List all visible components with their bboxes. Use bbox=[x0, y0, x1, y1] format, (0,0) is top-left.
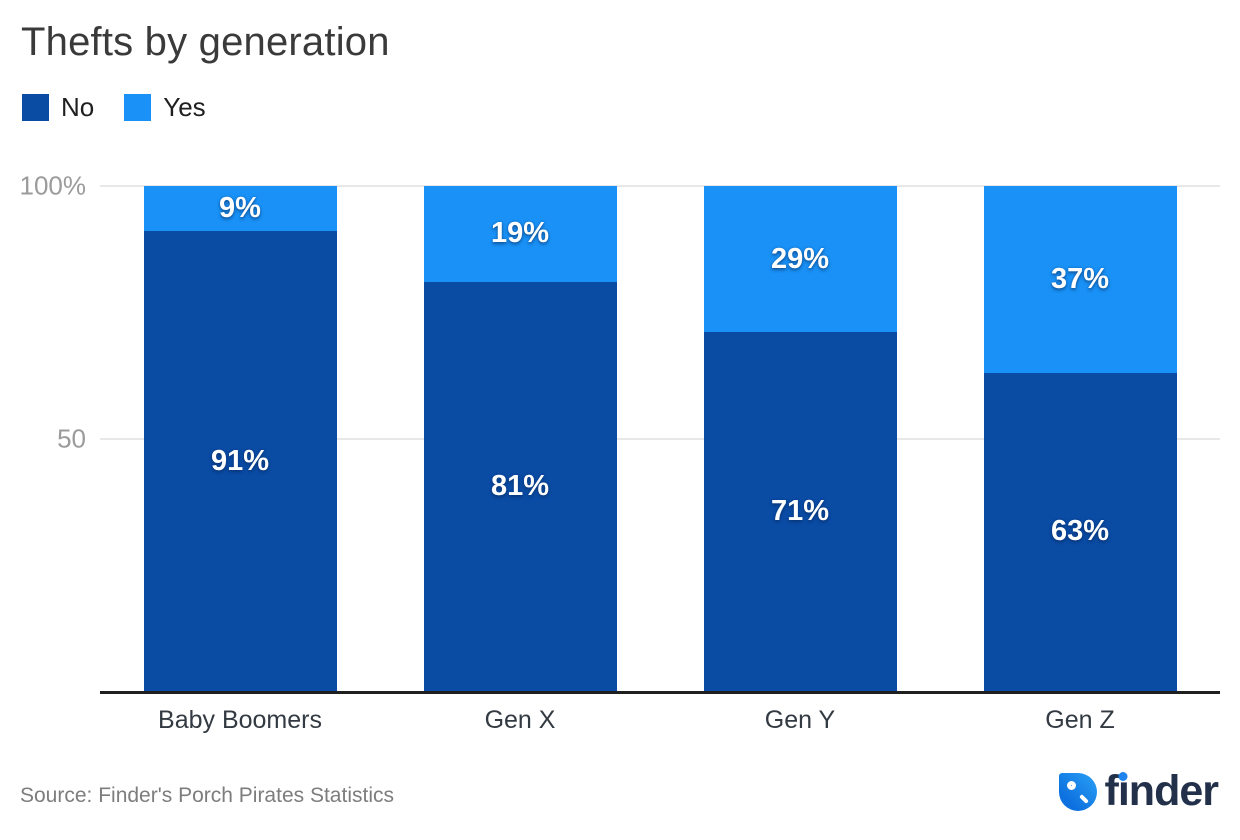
x-axis-label: Gen Y bbox=[764, 706, 836, 734]
bar-segment-yes: 37% bbox=[983, 186, 1177, 373]
i-dot bbox=[1118, 772, 1128, 781]
legend: No Yes bbox=[22, 92, 206, 123]
bar-segment-no: 71% bbox=[703, 332, 897, 691]
bar-value-label: 19% bbox=[490, 217, 550, 250]
legend-item-no: No bbox=[22, 92, 94, 123]
bar-value-label: 63% bbox=[1050, 515, 1110, 548]
bar-slot-4: 37% 63% bbox=[940, 186, 1220, 691]
y-tick-label: 100% bbox=[19, 170, 87, 201]
stacked-bar-2: 19% 81% bbox=[423, 186, 617, 691]
bar-value-label: 29% bbox=[770, 242, 830, 275]
bar-slot-1: 9% 91% bbox=[100, 186, 380, 691]
x-axis-label: Baby Boomers bbox=[158, 706, 322, 734]
stacked-bar-3: 29% 71% bbox=[703, 186, 897, 691]
bar-slot-2: 19% 81% bbox=[380, 186, 660, 691]
bar-value-label: 91% bbox=[210, 444, 270, 477]
bar-segment-no: 91% bbox=[143, 231, 337, 691]
bar-value-label: 9% bbox=[219, 192, 261, 225]
x-axis-labels: Baby Boomers Gen X Gen Y Gen Z bbox=[100, 706, 1220, 735]
x-axis-label: Gen Z bbox=[1045, 706, 1115, 734]
x-axis-line bbox=[100, 691, 1220, 694]
y-tick-label: 50 bbox=[57, 423, 86, 453]
finder-logo-mark bbox=[1058, 772, 1097, 811]
legend-label-yes: Yes bbox=[163, 92, 206, 122]
bar-segment-yes: 19% bbox=[423, 186, 617, 282]
legend-swatch-no bbox=[22, 94, 49, 121]
stacked-bar-4: 37% 63% bbox=[983, 186, 1177, 691]
bar-segment-yes: 29% bbox=[703, 186, 897, 333]
chart-title: Thefts by generation bbox=[21, 20, 390, 64]
legend-label-no: No bbox=[61, 92, 95, 122]
bar-slot-3: 29% 71% bbox=[660, 186, 940, 691]
bar-segment-yes: 9% bbox=[143, 186, 337, 232]
bar-segment-no: 63% bbox=[983, 372, 1177, 691]
bar-value-label: 81% bbox=[490, 469, 550, 502]
bar-value-label: 37% bbox=[1050, 262, 1110, 295]
legend-swatch-yes bbox=[124, 94, 152, 121]
plot-area: 9% 91% 19% 81% 29% 71% 37% 63% 100% 50 bbox=[20, 171, 1220, 691]
magnifier-handle-icon bbox=[1078, 793, 1089, 804]
x-axis-label: Gen X bbox=[484, 706, 556, 734]
bar-value-label: 71% bbox=[770, 495, 830, 528]
gridline-100 bbox=[100, 185, 1220, 187]
legend-item-yes: Yes bbox=[124, 92, 206, 123]
source-text: Source: Finder's Porch Pirates Statistic… bbox=[20, 784, 394, 807]
bar-segment-no: 81% bbox=[423, 281, 617, 691]
bars-container: 9% 91% 19% 81% 29% 71% 37% 63% bbox=[100, 186, 1220, 691]
gridline-50 bbox=[100, 437, 1220, 440]
stacked-bar-1: 9% 91% bbox=[143, 186, 337, 691]
magnifier-icon bbox=[1066, 780, 1076, 790]
